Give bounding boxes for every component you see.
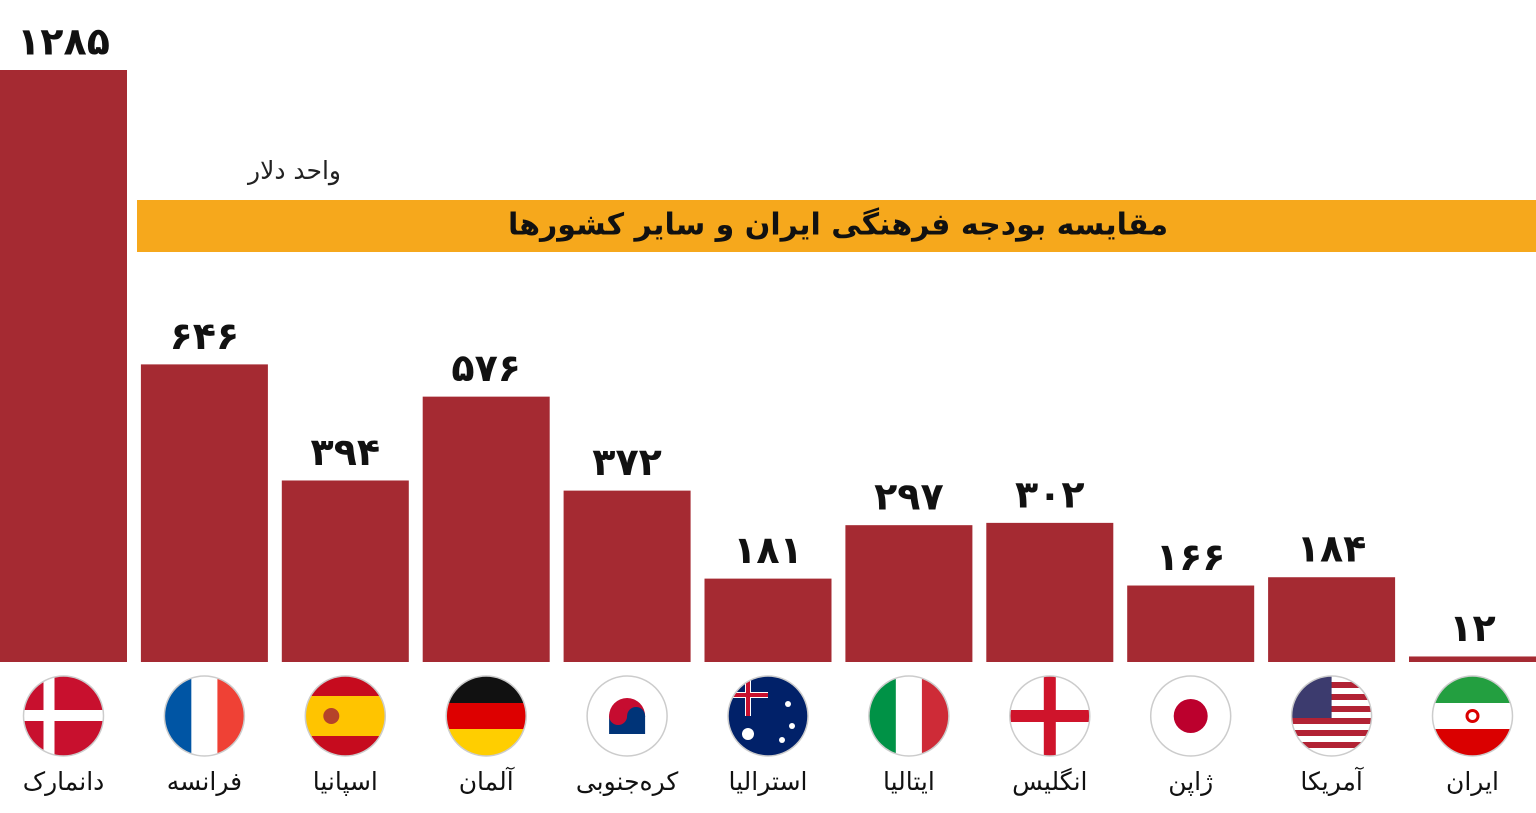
flag-part	[446, 676, 527, 703]
value-label: ۳۹۴	[311, 430, 381, 474]
flag	[305, 676, 386, 756]
flag	[728, 676, 808, 756]
x-tick-label: دانمارک	[23, 767, 105, 796]
flag-part	[1291, 730, 1372, 736]
flag-part	[1432, 729, 1513, 756]
flag-part	[728, 676, 808, 756]
flag-part	[446, 729, 527, 756]
value-label: ۱۲	[1449, 606, 1495, 650]
flag	[23, 676, 104, 756]
flag-part	[1432, 676, 1513, 703]
value-label: ۳۷۲	[592, 440, 662, 484]
bar	[704, 578, 832, 662]
chart-title: مقایسه بودجه فرهنگی ایران و سایر کشورها	[508, 207, 1168, 243]
bar	[422, 396, 550, 662]
value-label: ۲۹۷	[874, 475, 944, 519]
flag-part	[1291, 718, 1372, 724]
flag-outline	[1290, 675, 1373, 757]
value-label: ۱۸۱	[733, 528, 803, 572]
bar	[140, 364, 268, 662]
value-label: ۶۴۶	[170, 314, 240, 358]
flag-part	[323, 708, 340, 724]
flag-part	[164, 676, 192, 756]
flag-part	[1291, 676, 1332, 718]
flag-outline	[1009, 675, 1091, 757]
unit-label: واحد دلار	[246, 156, 341, 186]
flag-part	[23, 710, 104, 721]
value-label: ۵۷۶	[451, 346, 521, 390]
x-tick-label: فرانسه	[167, 767, 242, 796]
x-tick-label: آلمان	[459, 766, 515, 796]
flag-part	[446, 703, 527, 729]
flag-outline	[1149, 675, 1232, 757]
bar	[1268, 577, 1396, 662]
x-tick-label: انگلیس	[1012, 767, 1087, 796]
flag-part	[609, 707, 628, 725]
flag-part	[779, 737, 785, 743]
flag	[587, 676, 668, 756]
x-tick-label: ژاپن	[1168, 767, 1213, 796]
flag-outline	[1431, 675, 1514, 757]
flag-part	[789, 723, 795, 729]
x-tick-label: ایتالیا	[883, 767, 935, 796]
bar	[281, 480, 409, 662]
flag-part	[868, 676, 896, 756]
title-banner	[137, 200, 1536, 252]
bar	[1127, 585, 1255, 662]
x-tick-label: ایران	[1446, 767, 1499, 796]
bar	[563, 490, 691, 662]
flag-part	[742, 728, 754, 740]
value-label: ۱۲۸۵	[17, 20, 110, 64]
flag-part	[1291, 742, 1372, 748]
flag-part	[895, 676, 922, 756]
flag-part	[1468, 712, 1477, 720]
flag-outline	[304, 675, 387, 757]
flag-part	[1173, 699, 1208, 733]
flag-outline	[445, 675, 527, 757]
value-label: ۱۸۴	[1297, 527, 1367, 571]
flag-part	[921, 676, 949, 756]
flag-part	[1009, 710, 1090, 722]
flag-outline	[22, 675, 105, 757]
flag-part	[305, 696, 386, 736]
x-tick-label: استرالیا	[729, 767, 808, 796]
flag	[1291, 676, 1372, 756]
value-label: ۳۰۲	[1015, 472, 1085, 516]
flag	[1150, 676, 1231, 756]
flag-outline	[868, 675, 950, 757]
flag-outline	[727, 675, 809, 757]
flag-part	[627, 707, 646, 725]
flag-part	[191, 676, 218, 756]
x-tick-label: اسپانیا	[313, 767, 378, 796]
flag-part	[785, 701, 791, 707]
bar	[845, 525, 973, 662]
flag	[1009, 676, 1090, 756]
x-tick-label: کره‌جنوبی	[576, 767, 679, 796]
flag-part	[217, 676, 245, 756]
flag	[164, 676, 245, 756]
value-label: ۱۶۶	[1156, 535, 1226, 579]
bar	[1409, 656, 1536, 662]
bar	[986, 522, 1114, 662]
flag-outline	[163, 675, 246, 757]
bar	[0, 70, 127, 662]
flag-part	[746, 676, 750, 716]
flag-outline	[586, 675, 668, 757]
x-tick-label: آمریکا	[1300, 766, 1364, 796]
